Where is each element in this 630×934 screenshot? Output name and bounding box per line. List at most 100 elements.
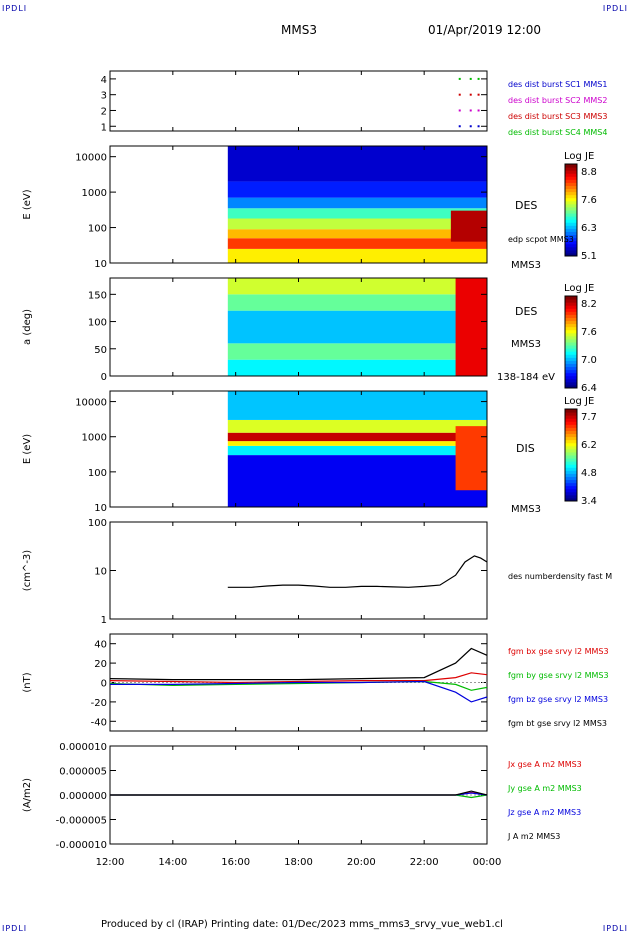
des-spectrogram-band — [227, 181, 487, 198]
des-pitch-angle-row — [227, 294, 487, 311]
bfield-legend-entry: fgm bt gse srvy l2 MMS3 — [508, 719, 607, 728]
colorbar-label: Log JE — [564, 151, 594, 162]
dis-spectrogram-band — [227, 391, 487, 420]
colorbar-swatch — [565, 375, 577, 380]
colorbar-tick: 6.3 — [581, 223, 597, 234]
colorbar-tick: 5.1 — [581, 251, 597, 262]
colorbar-swatch — [565, 326, 577, 331]
dis-spectrogram-band — [227, 455, 487, 507]
y-tick-label: 10000 — [75, 153, 107, 164]
colorbar-swatch — [565, 167, 577, 171]
colorbar-swatch — [565, 442, 577, 447]
burst-mark — [469, 77, 472, 80]
x-tick-label: 20:00 — [347, 857, 376, 868]
y-tick-label: 1000 — [82, 188, 107, 199]
current-legend-entry: Jz gse A m2 MMS3 — [507, 808, 581, 817]
y-tick-label: 1 — [101, 122, 107, 133]
y-tick-label: 50 — [94, 345, 107, 356]
burst-mark — [469, 109, 472, 112]
colorbar-swatch — [565, 433, 577, 438]
des-pitch-angle-row — [227, 310, 487, 344]
side-label: edp scpot MMS3 — [508, 235, 574, 244]
colorbar-swatch — [565, 170, 577, 174]
burst-mark — [458, 109, 461, 112]
colorbar-swatch — [565, 342, 577, 346]
density-frame — [109, 521, 488, 620]
colorbar-swatch — [565, 470, 577, 474]
y-tick-label: 40 — [94, 640, 107, 651]
colorbar-frame — [564, 163, 578, 257]
des-spectrogram-band — [227, 229, 487, 239]
burst-mark — [458, 125, 461, 128]
y-tick-label: -0.000010 — [56, 840, 107, 851]
colorbar-swatch — [565, 351, 577, 355]
y-tick-label: 10 — [94, 259, 107, 270]
colorbar-swatch — [565, 305, 577, 309]
colorbar-swatch — [565, 191, 577, 196]
colorbar-swatch — [565, 381, 577, 386]
y-tick-label: 10 — [94, 567, 107, 578]
colorbar-swatch — [565, 357, 577, 361]
colorbar-swatch — [565, 194, 577, 199]
corner-label-bottom-left: IPDLI — [2, 924, 28, 933]
dis-spectrogram-event — [455, 426, 487, 491]
colorbar-swatch — [565, 467, 577, 471]
colorbar-label: Log JE — [564, 396, 594, 407]
y-tick-label: 150 — [88, 290, 107, 301]
x-tick-label: 22:00 — [410, 857, 439, 868]
bfield-series-line — [109, 672, 488, 684]
des-pitch-angle-row — [227, 278, 487, 295]
colorbar-swatch — [565, 348, 577, 352]
colorbar-tick: 8.8 — [581, 167, 597, 178]
colorbar-swatch — [565, 228, 577, 232]
current-legend-entry: Jx gse A m2 MMS3 — [507, 760, 582, 769]
side-label: 138-184 eV — [497, 372, 555, 383]
colorbar-tick: 3.4 — [581, 496, 597, 507]
colorbar-swatch — [565, 185, 577, 190]
colorbar-swatch — [565, 176, 577, 180]
colorbar-tick: 6.2 — [581, 440, 597, 451]
y-axis-label: (A/m2) — [22, 778, 33, 812]
corner-label-bottom-right: IPDLI — [602, 924, 628, 933]
des-pitch-angle-row — [227, 343, 487, 360]
colorbar-swatch — [565, 311, 577, 315]
dis-spectrogram-band — [227, 419, 487, 433]
colorbar-swatch — [565, 213, 577, 217]
burst-mark — [477, 109, 480, 112]
colorbar-swatch — [565, 482, 577, 487]
burst-mark — [469, 125, 472, 128]
colorbar-swatch — [565, 338, 577, 343]
burst-mark — [477, 77, 480, 80]
colorbar-swatch — [565, 329, 577, 334]
burst-mark — [477, 93, 480, 96]
y-axis-label: E (eV) — [22, 189, 33, 219]
colorbar-swatch — [565, 369, 577, 374]
side-label: MMS3 — [511, 339, 541, 350]
colorbar-swatch — [565, 182, 577, 186]
corner-label-top-left: IPDLI — [2, 4, 28, 13]
colorbar-frame — [564, 295, 578, 389]
des-pitch-angle-event — [455, 278, 487, 376]
side-label: DIS — [516, 442, 535, 455]
x-tick-label: 12:00 — [96, 857, 125, 868]
colorbar-swatch — [565, 354, 577, 358]
burst-legend-entry: des dist burst SC1 MMS1 — [508, 80, 607, 89]
burst-legend-entry: des dist burst SC3 MMS3 — [508, 112, 607, 121]
colorbar-swatch — [565, 200, 577, 205]
colorbar-swatch — [565, 225, 577, 229]
y-tick-label: 10000 — [75, 398, 107, 409]
dis-spectrogram-band — [227, 441, 487, 446]
corner-label-top-right: IPDLI — [602, 4, 628, 13]
x-tick-label: 18:00 — [284, 857, 313, 868]
colorbar-swatch — [565, 234, 577, 239]
des-pitch-angle-row — [227, 359, 487, 376]
x-tick-label: 16:00 — [221, 857, 250, 868]
y-tick-label: 1 — [101, 615, 107, 626]
colorbar-swatch — [565, 363, 577, 368]
colorbar-tick: 6.4 — [581, 383, 597, 394]
colorbar-swatch — [565, 203, 577, 208]
colorbar-swatch — [565, 222, 577, 226]
y-tick-label: -40 — [91, 717, 107, 728]
colorbar-swatch — [565, 421, 577, 425]
